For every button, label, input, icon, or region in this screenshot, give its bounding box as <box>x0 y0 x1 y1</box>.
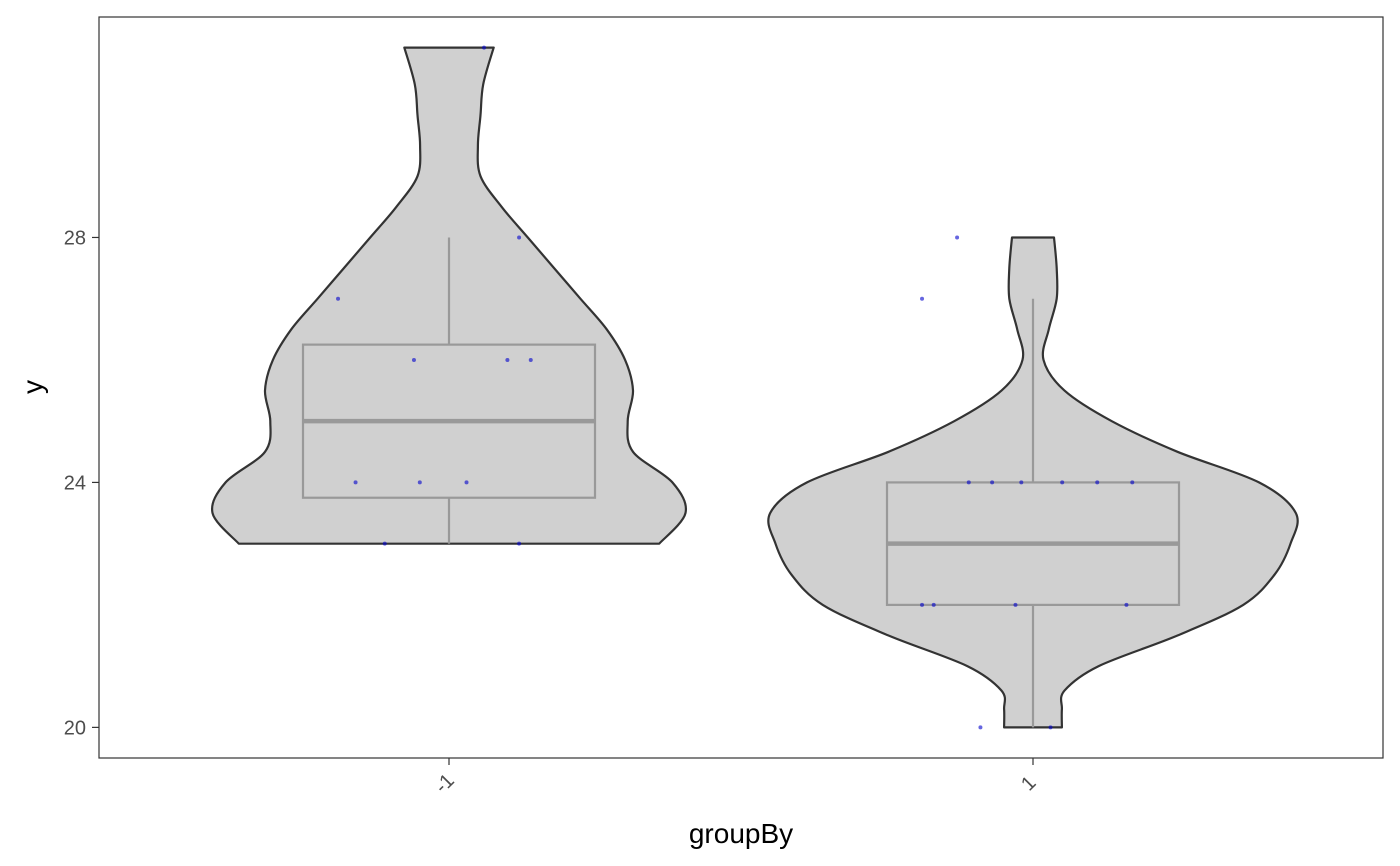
points-layer <box>336 45 1135 730</box>
data-point <box>920 602 925 607</box>
data-point <box>417 480 422 485</box>
y-tick-label: 24 <box>64 472 86 494</box>
data-point <box>482 45 487 50</box>
x-axis-title: groupBy <box>689 818 793 849</box>
data-point <box>978 725 983 730</box>
data-point <box>1124 602 1129 607</box>
data-point <box>1048 725 1053 730</box>
data-point <box>931 602 936 607</box>
data-point <box>464 480 469 485</box>
data-point <box>1060 480 1065 485</box>
data-point <box>517 235 522 240</box>
y-axis: 20 24 28 <box>64 227 99 739</box>
data-point <box>353 480 358 485</box>
data-point <box>966 480 971 485</box>
data-point <box>955 235 960 240</box>
data-point <box>990 480 995 485</box>
y-tick-label: 20 <box>64 717 86 739</box>
data-point <box>1019 480 1024 485</box>
data-point <box>336 296 341 301</box>
data-point <box>382 541 387 546</box>
data-point <box>411 357 416 362</box>
data-point <box>1095 480 1100 485</box>
y-tick-label: 28 <box>64 227 86 249</box>
data-point <box>528 357 533 362</box>
data-point <box>920 296 925 301</box>
data-point <box>1130 480 1135 485</box>
data-point <box>505 357 510 362</box>
y-axis-title: y <box>17 380 48 394</box>
panel-border <box>98 16 1384 759</box>
data-point <box>1013 602 1018 607</box>
violin-layer <box>210 46 1299 729</box>
data-point <box>517 541 522 546</box>
